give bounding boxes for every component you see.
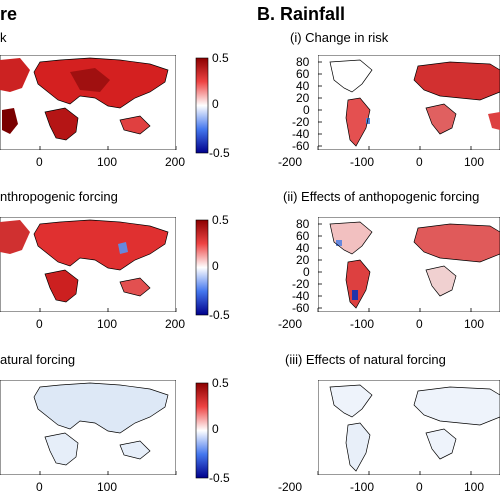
left-row2-title: nthropogenic forcing	[0, 189, 118, 204]
left2-xtick-100: 100	[97, 317, 118, 331]
cbar1-mid-label: 0	[212, 97, 219, 111]
right3-xtick-0: 0	[416, 480, 423, 494]
right3-xtick-neg100: -100	[350, 480, 375, 494]
colorbar-3	[195, 382, 209, 479]
temperature-map-change-in-risk	[0, 55, 176, 150]
right-row3-title: (iii) Effects of natural forcing	[285, 352, 446, 367]
right2-ytick-0: 0	[303, 265, 310, 279]
right1-ytick-neg40: -40	[292, 127, 310, 141]
right-row1-title: (i) Change in risk	[290, 30, 389, 45]
right3-xtick-100: 100	[464, 480, 485, 494]
right2-xtick-neg100: -100	[350, 317, 375, 331]
left3-xtick-100: 100	[97, 480, 118, 494]
left1-xtick-100: 100	[97, 155, 118, 169]
rainfall-map-anthropogenic	[318, 217, 500, 312]
temperature-map-anthropogenic	[0, 217, 176, 312]
cbar2-min-label: -0.5	[209, 308, 230, 322]
rainfall-map-change-in-risk	[318, 55, 500, 150]
right2-xtick-100: 100	[464, 317, 485, 331]
left1-xtick-200: 200	[165, 155, 186, 169]
left-row3-title: atural forcing	[0, 352, 76, 367]
cbar3-mid-label: 0	[212, 422, 219, 436]
right1-ytick-80: 80	[296, 55, 310, 69]
cbar1-max-label: 0.5	[212, 51, 229, 65]
right-row2-title: (ii) Effects of anthopogenic forcing	[283, 189, 480, 204]
right2-ytick-80: 80	[296, 217, 310, 231]
cbar2-max-label: 0.5	[212, 213, 229, 227]
left1-xtick-0: 0	[36, 155, 43, 169]
cbar1-min-label: -0.5	[209, 146, 230, 160]
right2-ytick-neg20: -20	[292, 277, 310, 291]
right2-ytick-20: 20	[296, 253, 310, 267]
right1-ytick-0: 0	[303, 103, 310, 117]
right1-ytick-40: 40	[296, 79, 310, 93]
temperature-map-natural	[0, 380, 176, 475]
left3-xtick-0: 0	[36, 480, 43, 494]
left2-xtick-200: 200	[165, 317, 186, 331]
right1-xtick-100: 100	[464, 155, 485, 169]
cbar2-mid-label: 0	[212, 259, 219, 273]
left-row1-title: k	[0, 30, 7, 45]
right1-ytick-neg20: -20	[292, 115, 310, 129]
colorbar-1	[195, 57, 209, 154]
right2-xtick-0: 0	[416, 317, 423, 331]
temperature-section-title: re	[0, 4, 18, 24]
right1-xtick-neg200: -200	[278, 155, 303, 169]
right2-ytick-40: 40	[296, 241, 310, 255]
left2-xtick-0: 0	[36, 317, 43, 331]
right2-ytick-neg60: -60	[292, 301, 310, 315]
cbar3-min-label: -0.5	[209, 471, 230, 485]
rainfall-section-title: B. Rainfall	[257, 4, 346, 24]
right2-xtick-neg200: -200	[278, 317, 303, 331]
right1-ytick-neg60: -60	[292, 139, 310, 153]
rainfall-map-natural	[318, 380, 500, 475]
right2-ytick-60: 60	[296, 229, 310, 243]
colorbar-2	[195, 219, 209, 316]
right1-xtick-0: 0	[416, 155, 423, 169]
right1-ytick-60: 60	[296, 67, 310, 81]
right1-xtick-neg100: -100	[350, 155, 375, 169]
cbar3-max-label: 0.5	[212, 376, 229, 390]
right2-ytick-neg40: -40	[292, 289, 310, 303]
right3-xtick-neg200: -200	[278, 480, 303, 494]
right1-ytick-20: 20	[296, 91, 310, 105]
